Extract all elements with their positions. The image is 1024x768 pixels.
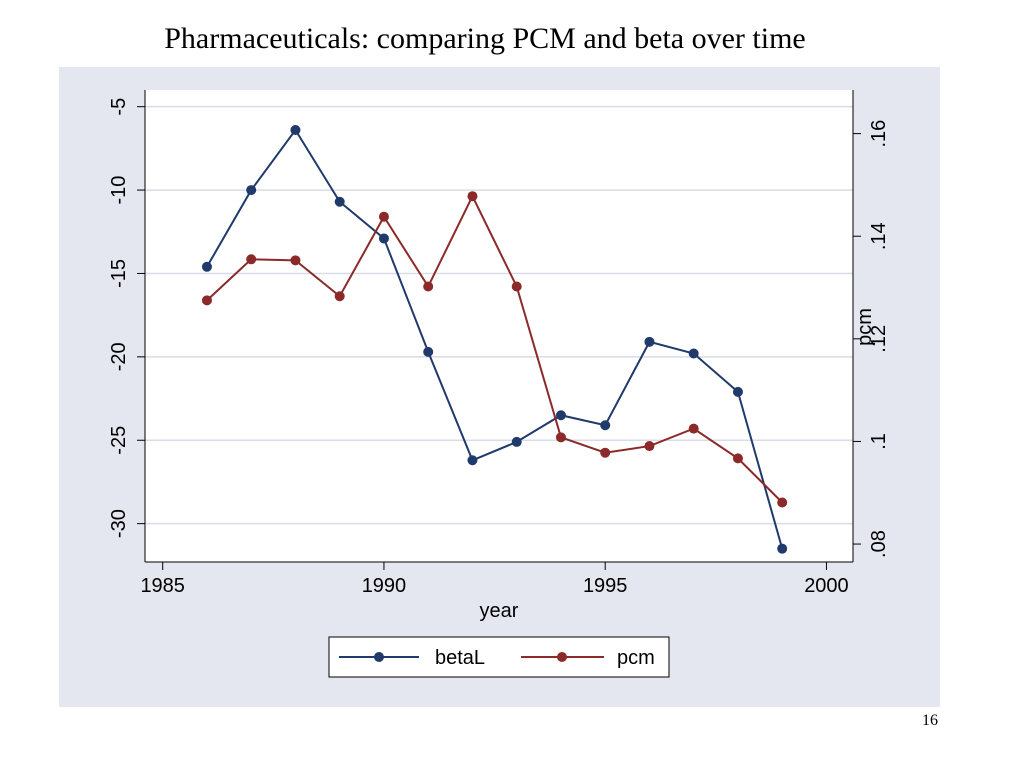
point-pcm-1993 (511, 281, 522, 292)
series-line-betaL (206, 128, 784, 549)
y-left-tick-label-1: -25 (108, 426, 130, 455)
y-left-tick-label-0: -30 (108, 509, 130, 538)
point-betaL-1997 (688, 348, 699, 359)
x-axis-title: year (480, 600, 519, 622)
x-tick-label-1: 1990 (362, 575, 407, 597)
point-pcm-1987 (246, 254, 257, 265)
x-tick-label-3: 2000 (804, 575, 849, 597)
page-number: 16 (922, 712, 938, 729)
legend-marker-betaL (374, 652, 384, 662)
legend-label-pcm: pcm (617, 647, 655, 669)
point-betaL-1998 (732, 386, 743, 397)
point-pcm-1988 (290, 255, 301, 266)
point-betaL-1991 (423, 346, 434, 357)
point-betaL-1996 (644, 336, 655, 347)
y-left-tick-label-2: -20 (108, 342, 130, 371)
axes-layer (144, 90, 854, 563)
y-right-tick-label-3: .14 (868, 222, 890, 250)
point-betaL-1994 (555, 410, 566, 421)
series-line-pcm (206, 193, 783, 504)
point-betaL-1990 (378, 233, 389, 244)
slide-title: Pharmaceuticals: comparing PCM and beta … (164, 22, 806, 55)
point-pcm-1990 (378, 211, 389, 222)
legend-marker-pcm (557, 652, 567, 662)
y-right-tick-label-2: .12 (868, 325, 890, 353)
point-pcm-1999 (777, 497, 788, 508)
y-right-tick-label-0: .08 (868, 530, 890, 558)
chart-svg: 1985 1990 1995 2000 -30 -25 -20 -15 -10 -5 .08 .1 .1… (108, 90, 890, 678)
point-betaL-1989 (334, 196, 345, 207)
point-betaL-1992 (467, 455, 478, 466)
x-tick-label-0: 1985 (140, 575, 185, 597)
point-pcm-1989 (334, 291, 345, 302)
point-betaL-1988 (290, 125, 301, 136)
legend-label-betaL: betaL (435, 647, 485, 669)
point-pcm-1991 (423, 281, 434, 292)
point-pcm-1994 (555, 432, 566, 443)
point-pcm-1996 (644, 441, 655, 452)
point-pcm-1992 (467, 191, 478, 202)
point-pcm-1986 (201, 295, 212, 306)
ticks-layer: 1985 1990 1995 2000 -30 -25 -20 -15 -10 -5 .08 .1 .1… (108, 98, 890, 597)
y-left-tick-label-4: -10 (108, 176, 130, 205)
point-betaL-1986 (201, 261, 212, 272)
point-pcm-1997 (688, 423, 699, 434)
y-axis-right-title: pcm (854, 308, 876, 346)
point-pcm-1998 (732, 453, 743, 464)
y-left-tick-label-3: -15 (108, 259, 130, 288)
point-betaL-1993 (511, 436, 522, 447)
point-betaL-1999 (777, 543, 788, 554)
point-betaL-1995 (600, 420, 611, 431)
grid-layer (145, 105, 853, 525)
legend: betaL pcm (328, 636, 670, 678)
point-betaL-1987 (246, 185, 257, 196)
point-pcm-1995 (600, 447, 611, 458)
y-right-tick-label-4: .16 (868, 120, 890, 148)
plot-area (145, 90, 853, 562)
chart-panel: 1985 1990 1995 2000 -30 -25 -20 -15 -10 -5 .08 .1 .1… (59, 67, 940, 707)
y-left-tick-label-5: -5 (108, 98, 130, 116)
x-tick-label-2: 1995 (583, 575, 628, 597)
y-right-tick-label-1: .1 (868, 433, 890, 450)
series-layer (201, 125, 788, 554)
